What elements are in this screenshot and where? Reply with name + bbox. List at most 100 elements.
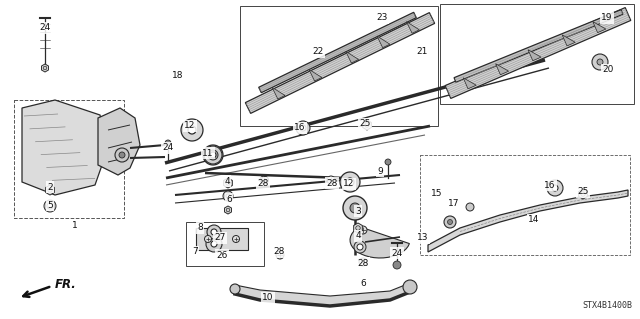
Circle shape	[385, 159, 391, 165]
Circle shape	[447, 219, 452, 225]
Circle shape	[211, 229, 217, 235]
Text: 6: 6	[360, 278, 366, 287]
Text: 27: 27	[214, 234, 226, 242]
Circle shape	[223, 191, 233, 201]
Text: 14: 14	[528, 216, 540, 225]
Text: FR.: FR.	[55, 278, 77, 291]
Text: 12: 12	[343, 180, 355, 189]
Polygon shape	[272, 87, 285, 99]
Polygon shape	[428, 190, 628, 252]
Text: 2: 2	[47, 182, 53, 191]
Text: 19: 19	[601, 13, 612, 23]
Text: 24: 24	[392, 249, 403, 257]
Text: 20: 20	[602, 65, 614, 75]
Circle shape	[206, 236, 222, 252]
Text: 18: 18	[172, 70, 184, 79]
Text: 3: 3	[355, 206, 361, 216]
Polygon shape	[377, 36, 390, 48]
Text: 1: 1	[72, 220, 78, 229]
Polygon shape	[445, 8, 631, 99]
Bar	[440, 4, 634, 104]
Circle shape	[207, 225, 221, 239]
Circle shape	[262, 176, 269, 183]
Circle shape	[350, 203, 360, 213]
Text: 12: 12	[184, 122, 196, 130]
Circle shape	[580, 192, 585, 196]
Text: 4: 4	[355, 232, 361, 241]
Text: 9: 9	[377, 167, 383, 175]
Text: 24: 24	[163, 144, 173, 152]
Polygon shape	[45, 185, 54, 195]
Polygon shape	[495, 64, 509, 75]
Circle shape	[296, 121, 310, 135]
Text: 28: 28	[326, 179, 338, 188]
Text: 17: 17	[448, 199, 460, 209]
Circle shape	[210, 152, 216, 158]
Circle shape	[211, 241, 217, 247]
Text: 16: 16	[294, 123, 306, 132]
Circle shape	[547, 180, 563, 196]
Circle shape	[597, 59, 603, 65]
Bar	[420, 155, 630, 255]
Polygon shape	[98, 108, 140, 175]
Polygon shape	[235, 283, 410, 306]
Text: 28: 28	[273, 248, 285, 256]
Circle shape	[226, 208, 230, 212]
Circle shape	[232, 235, 239, 242]
Polygon shape	[528, 50, 541, 61]
Polygon shape	[593, 22, 606, 33]
Text: 6: 6	[226, 195, 232, 204]
Circle shape	[359, 258, 367, 266]
Circle shape	[276, 251, 284, 259]
Circle shape	[340, 172, 360, 192]
Text: 28: 28	[257, 179, 269, 188]
Circle shape	[203, 145, 223, 165]
Text: 21: 21	[416, 48, 428, 56]
Circle shape	[188, 126, 196, 134]
Polygon shape	[406, 22, 419, 33]
Circle shape	[346, 178, 354, 186]
Text: 22: 22	[312, 48, 324, 56]
Bar	[240, 6, 438, 126]
Circle shape	[48, 188, 52, 192]
Circle shape	[208, 150, 218, 160]
Polygon shape	[454, 10, 623, 82]
Polygon shape	[579, 189, 588, 199]
Polygon shape	[22, 100, 108, 195]
Polygon shape	[354, 223, 362, 233]
Circle shape	[44, 66, 47, 70]
Circle shape	[165, 140, 171, 146]
Text: 23: 23	[376, 13, 388, 23]
Circle shape	[300, 125, 306, 131]
Text: 15: 15	[431, 189, 443, 198]
Polygon shape	[350, 227, 410, 258]
Circle shape	[354, 241, 366, 253]
Circle shape	[226, 181, 230, 185]
Circle shape	[592, 54, 608, 70]
Polygon shape	[463, 78, 476, 89]
Circle shape	[230, 284, 240, 294]
Circle shape	[343, 196, 367, 220]
Circle shape	[444, 216, 456, 228]
Polygon shape	[196, 228, 248, 250]
Text: 16: 16	[544, 181, 556, 189]
Circle shape	[181, 119, 203, 141]
Text: 4: 4	[224, 176, 230, 186]
Circle shape	[359, 226, 367, 234]
Polygon shape	[245, 13, 435, 113]
Circle shape	[47, 203, 53, 209]
Text: 10: 10	[262, 293, 274, 302]
Text: 13: 13	[417, 234, 429, 242]
Circle shape	[327, 176, 335, 184]
Text: 25: 25	[359, 120, 371, 129]
Circle shape	[44, 200, 56, 212]
Circle shape	[356, 226, 360, 230]
Circle shape	[552, 185, 558, 191]
Polygon shape	[225, 206, 232, 214]
Bar	[186, 222, 264, 266]
Text: 28: 28	[357, 258, 369, 268]
Text: 11: 11	[202, 149, 214, 158]
Circle shape	[119, 152, 125, 158]
Text: 5: 5	[47, 201, 53, 210]
Polygon shape	[42, 64, 49, 72]
